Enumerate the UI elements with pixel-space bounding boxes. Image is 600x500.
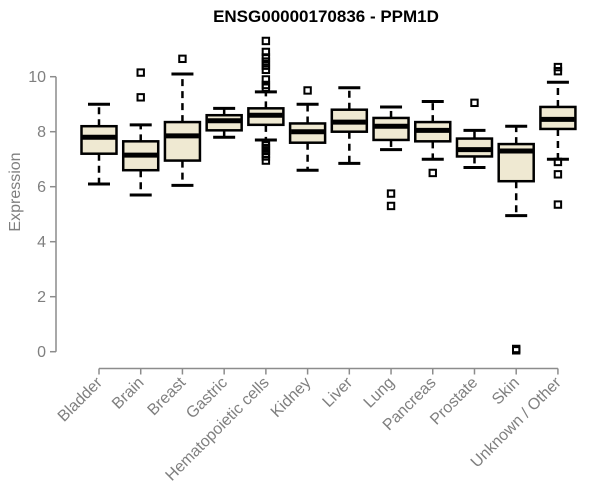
- box-gastric: [205, 106, 243, 139]
- box-hematopoietic-cells: [247, 36, 285, 165]
- y-tick-label: 10: [28, 69, 46, 86]
- y-tick-label: 6: [37, 179, 46, 196]
- x-tick-label: Liver: [320, 374, 357, 411]
- outlier-point: [136, 93, 145, 102]
- box-brain: [121, 68, 160, 197]
- x-tick-label: Skin: [489, 374, 523, 408]
- outlier-point: [553, 157, 563, 167]
- outlier-point: [261, 156, 271, 165]
- outlier-point: [386, 189, 396, 198]
- outlier-point: [303, 86, 312, 95]
- y-tick-label: 2: [37, 289, 46, 306]
- y-tick-label: 8: [37, 124, 46, 141]
- outlier-point: [136, 68, 145, 77]
- outlier-point: [553, 170, 563, 179]
- y-axis-title: Expression: [7, 152, 24, 232]
- outlier-point: [553, 67, 563, 76]
- box-unknown-other: [539, 62, 577, 209]
- outlier-point: [470, 98, 479, 108]
- x-tick-label: Brain: [109, 374, 147, 412]
- outlier-point: [261, 83, 271, 92]
- outlier-point: [386, 201, 396, 211]
- outlier-point: [178, 54, 187, 64]
- outlier-point: [428, 168, 437, 178]
- box-skin: [497, 124, 535, 355]
- outlier-point: [261, 65, 271, 75]
- iqr-box: [80, 124, 118, 155]
- outlier-point: [553, 200, 563, 209]
- iqr-box: [372, 116, 410, 142]
- box-prostate: [455, 98, 494, 169]
- box-breast: [163, 54, 202, 187]
- box-lung: [372, 105, 410, 211]
- box-pancreas: [414, 99, 452, 178]
- chart-title: ENSG00000170836 - PPM1D: [213, 7, 439, 26]
- outlier-point: [512, 344, 521, 354]
- box-bladder: [80, 102, 118, 186]
- x-tick-label: Bladder: [55, 374, 106, 425]
- outlier-point: [261, 36, 271, 46]
- x-tick-label: Breast: [145, 374, 190, 419]
- x-tick-label: Lung: [361, 374, 398, 411]
- box-kidney: [288, 86, 327, 172]
- x-tick-label: Kidney: [268, 374, 315, 421]
- y-tick-label: 0: [37, 344, 46, 361]
- y-tick-label: 4: [37, 234, 46, 251]
- iqr-box: [163, 120, 202, 162]
- box-liver: [330, 86, 369, 165]
- y-axis: 0 2 4 6 8 10: [28, 69, 57, 361]
